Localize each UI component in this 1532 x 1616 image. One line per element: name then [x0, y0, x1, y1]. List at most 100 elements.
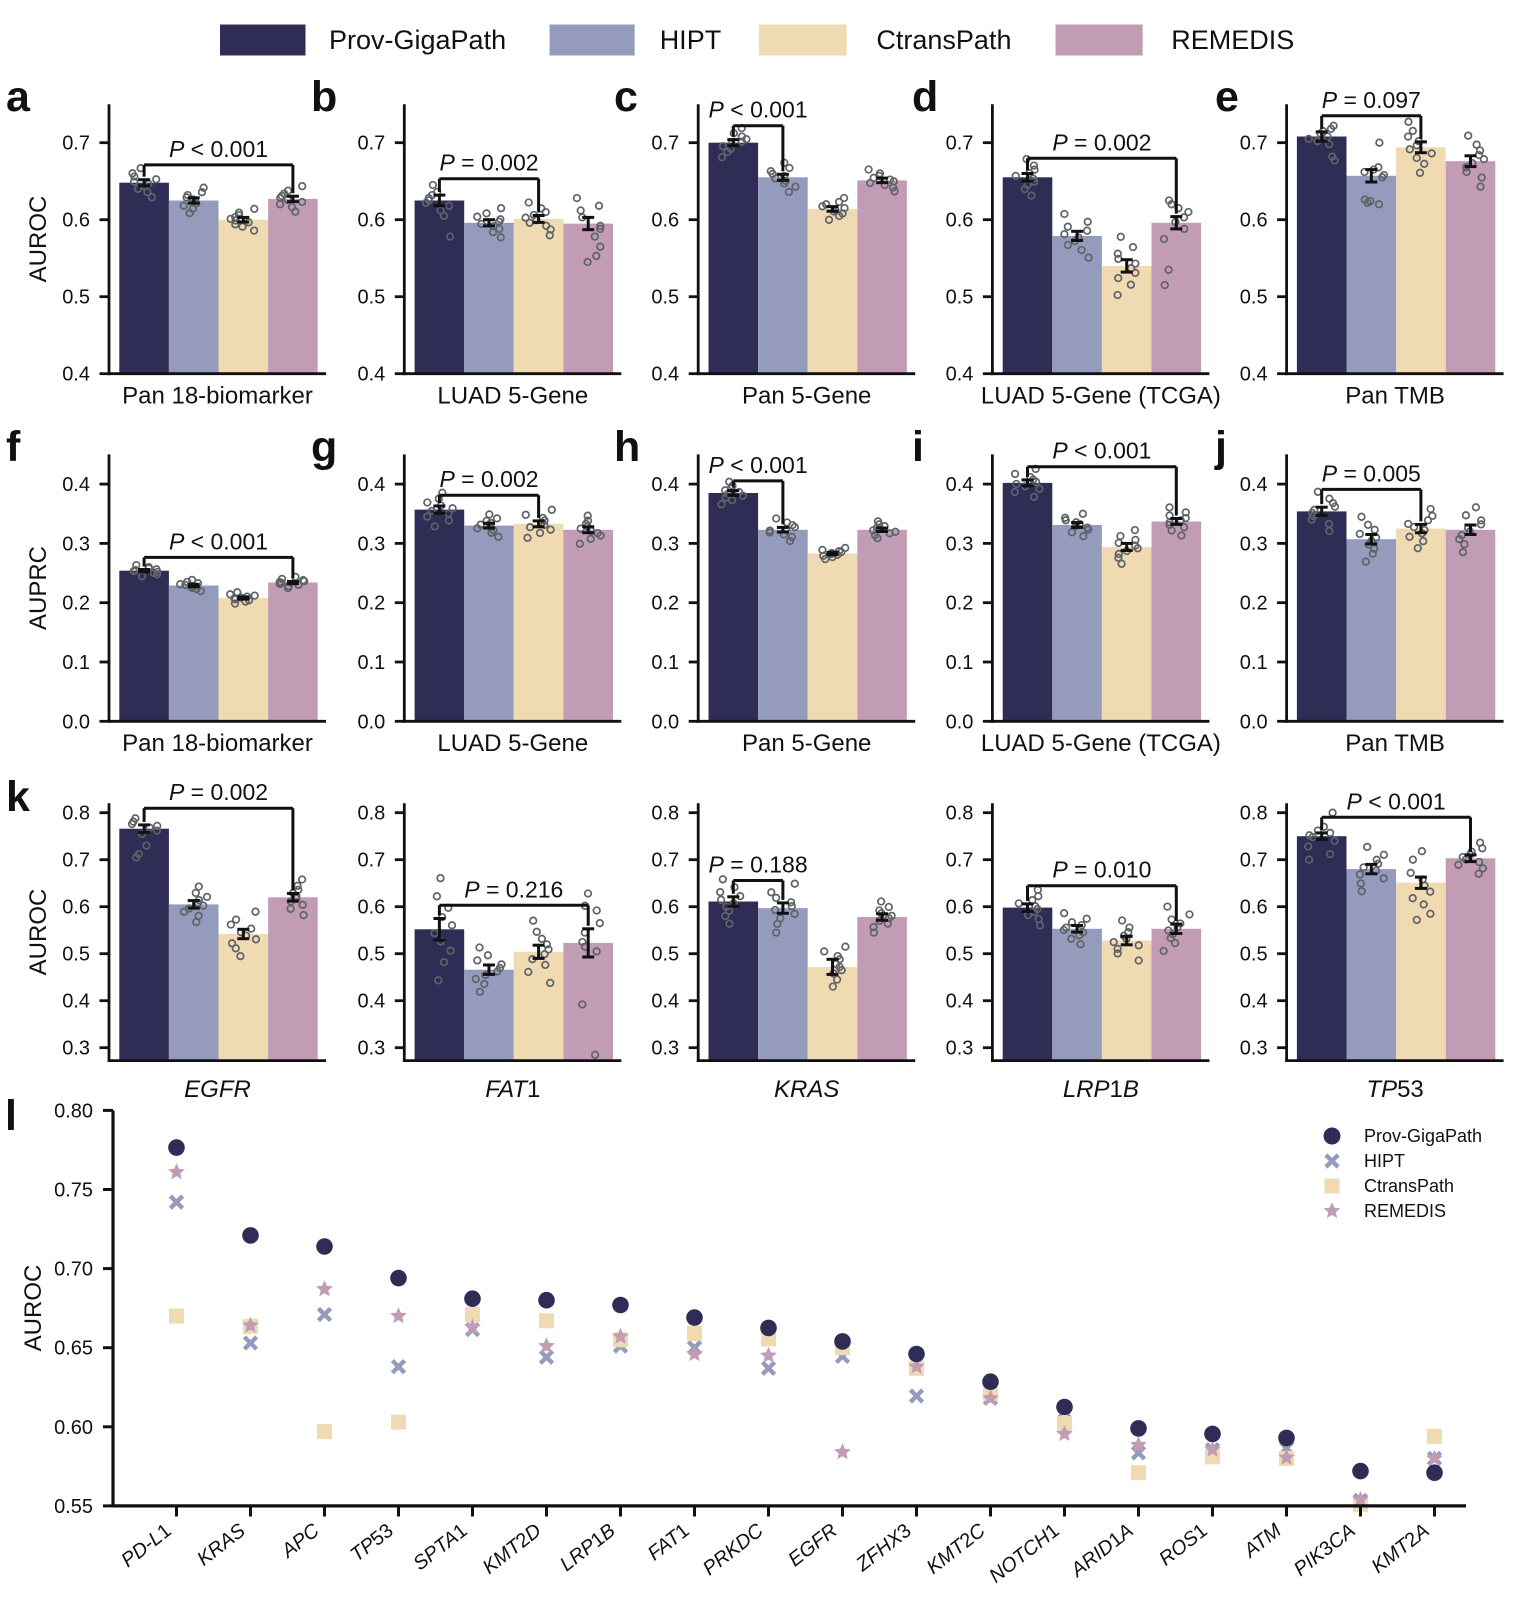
svg-text:0.4: 0.4 [62, 364, 90, 386]
svg-text:Prov-GigaPath: Prov-GigaPath [329, 25, 506, 55]
svg-text:0.5: 0.5 [62, 944, 90, 966]
svg-text:HIPT: HIPT [660, 25, 722, 55]
svg-text:LUAD 5-Gene (TCGA): LUAD 5-Gene (TCGA) [981, 730, 1221, 757]
svg-text:0.3: 0.3 [1240, 1038, 1268, 1060]
svg-text:0.4: 0.4 [357, 364, 385, 386]
svg-text:KRAS: KRAS [774, 1076, 839, 1103]
svg-text:0.4: 0.4 [1240, 991, 1268, 1013]
svg-text:0.7: 0.7 [651, 850, 679, 872]
svg-text:0.4: 0.4 [1240, 364, 1268, 386]
svg-text:0.2: 0.2 [62, 593, 90, 615]
svg-text:HIPT: HIPT [1364, 1151, 1405, 1171]
svg-text:j: j [1214, 423, 1227, 471]
svg-text:0.5: 0.5 [1240, 944, 1268, 966]
svg-text:0.3: 0.3 [651, 1038, 679, 1060]
svg-text:P = 0.002: P = 0.002 [1052, 129, 1151, 155]
svg-text:0.6: 0.6 [357, 210, 385, 232]
svg-text:0.2: 0.2 [946, 593, 974, 615]
svg-text:0.7: 0.7 [946, 850, 974, 872]
svg-text:0.3: 0.3 [651, 533, 679, 555]
svg-text:0.3: 0.3 [62, 1038, 90, 1060]
svg-text:0.6: 0.6 [62, 210, 90, 232]
svg-text:0.2: 0.2 [357, 593, 385, 615]
svg-text:0.8: 0.8 [62, 803, 90, 825]
svg-text:0.6: 0.6 [1240, 897, 1268, 919]
svg-text:P = 0.002: P = 0.002 [439, 466, 538, 492]
svg-text:0.5: 0.5 [946, 944, 974, 966]
svg-text:0.55: 0.55 [54, 1496, 93, 1518]
svg-text:P = 0.188: P = 0.188 [709, 852, 808, 878]
svg-text:0.0: 0.0 [946, 711, 974, 733]
svg-text:AUROC: AUROC [25, 889, 52, 976]
svg-text:REMEDIS: REMEDIS [1364, 1201, 1446, 1221]
svg-text:0.4: 0.4 [946, 474, 974, 496]
svg-text:i: i [912, 423, 924, 471]
svg-text:k: k [6, 773, 30, 821]
svg-text:0.4: 0.4 [357, 991, 385, 1013]
svg-text:l: l [5, 1092, 17, 1140]
svg-text:0.1: 0.1 [1240, 652, 1268, 674]
svg-text:0.4: 0.4 [357, 474, 385, 496]
svg-text:e: e [1215, 73, 1239, 121]
svg-text:0.7: 0.7 [62, 850, 90, 872]
svg-text:0.8: 0.8 [357, 803, 385, 825]
svg-text:0.0: 0.0 [1240, 711, 1268, 733]
svg-text:0.8: 0.8 [946, 803, 974, 825]
svg-text:b: b [311, 73, 337, 121]
svg-text:0.1: 0.1 [946, 652, 974, 674]
svg-text:0.6: 0.6 [1240, 210, 1268, 232]
svg-text:0.4: 0.4 [1240, 474, 1268, 496]
svg-text:Pan 5-Gene: Pan 5-Gene [742, 730, 871, 757]
svg-text:g: g [311, 423, 337, 471]
svg-text:0.7: 0.7 [1240, 133, 1268, 155]
svg-text:0.3: 0.3 [357, 1038, 385, 1060]
svg-text:0.65: 0.65 [54, 1338, 93, 1360]
svg-text:CtransPath: CtransPath [876, 25, 1011, 55]
svg-text:AUROC: AUROC [20, 1265, 47, 1352]
svg-text:f: f [6, 423, 21, 471]
svg-text:Pan 18-biomarker: Pan 18-biomarker [122, 383, 313, 410]
svg-text:0.7: 0.7 [357, 850, 385, 872]
svg-text:0.5: 0.5 [651, 287, 679, 309]
svg-text:0.5: 0.5 [651, 944, 679, 966]
svg-text:0.2: 0.2 [651, 593, 679, 615]
svg-text:0.0: 0.0 [62, 711, 90, 733]
svg-text:P < 0.001: P < 0.001 [1052, 438, 1151, 464]
svg-text:Pan TMB: Pan TMB [1345, 383, 1445, 410]
svg-text:0.2: 0.2 [1240, 593, 1268, 615]
svg-text:Pan 5-Gene: Pan 5-Gene [742, 383, 871, 410]
svg-text:Pan 18-biomarker: Pan 18-biomarker [122, 730, 313, 757]
svg-text:0.5: 0.5 [357, 944, 385, 966]
svg-text:0.75: 0.75 [54, 1180, 93, 1202]
svg-text:0.5: 0.5 [357, 287, 385, 309]
svg-text:0.6: 0.6 [651, 897, 679, 919]
svg-text:EGFR: EGFR [184, 1076, 251, 1103]
svg-text:0.4: 0.4 [62, 474, 90, 496]
svg-text:0.3: 0.3 [62, 533, 90, 555]
svg-text:0.6: 0.6 [946, 897, 974, 919]
svg-text:P = 0.097: P = 0.097 [1322, 87, 1421, 113]
svg-text:0.3: 0.3 [946, 1038, 974, 1060]
svg-text:0.7: 0.7 [62, 133, 90, 155]
svg-text:0.7: 0.7 [651, 133, 679, 155]
svg-text:0.8: 0.8 [1240, 803, 1268, 825]
svg-text:0.0: 0.0 [357, 711, 385, 733]
svg-text:P = 0.010: P = 0.010 [1052, 857, 1151, 883]
svg-text:0.4: 0.4 [651, 991, 679, 1013]
svg-text:0.4: 0.4 [946, 364, 974, 386]
svg-text:0.5: 0.5 [62, 287, 90, 309]
svg-text:h: h [614, 423, 640, 471]
svg-text:0.70: 0.70 [54, 1259, 93, 1281]
svg-text:LUAD 5-Gene: LUAD 5-Gene [437, 730, 588, 757]
svg-text:LUAD 5-Gene (TCGA): LUAD 5-Gene (TCGA) [981, 383, 1221, 410]
svg-text:P = 0.002: P = 0.002 [439, 150, 538, 176]
svg-text:TP53: TP53 [1366, 1076, 1423, 1103]
svg-text:0.4: 0.4 [946, 991, 974, 1013]
svg-text:d: d [912, 73, 938, 121]
svg-text:0.1: 0.1 [62, 652, 90, 674]
svg-text:0.6: 0.6 [62, 897, 90, 919]
svg-text:0.0: 0.0 [651, 711, 679, 733]
svg-text:Pan TMB: Pan TMB [1345, 730, 1445, 757]
svg-text:AUROC: AUROC [25, 196, 52, 283]
svg-text:a: a [6, 73, 31, 121]
